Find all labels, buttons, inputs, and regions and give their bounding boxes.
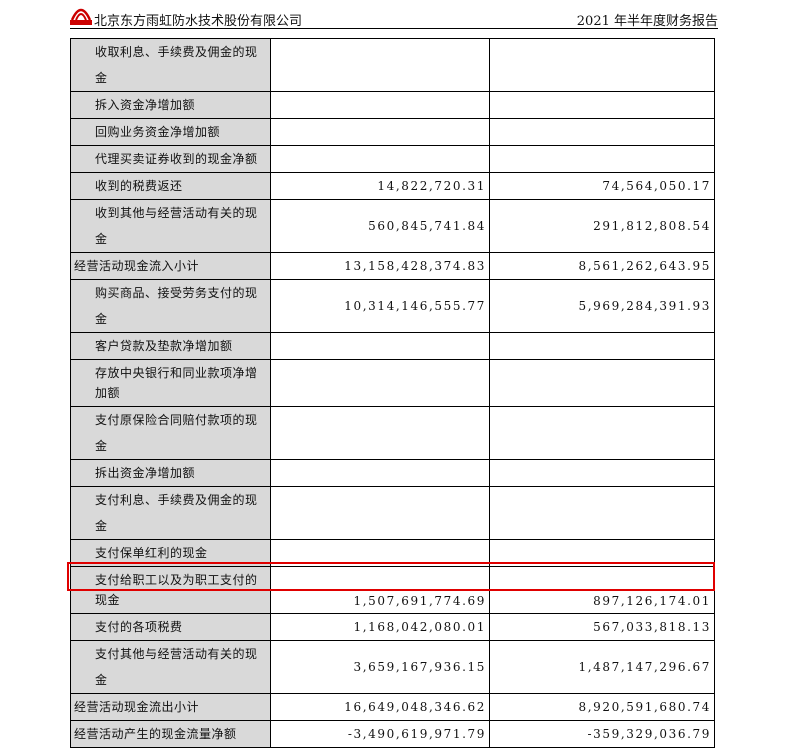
table-row: 存放中央银行和同业款项净增加额 [70,359,715,407]
row-label: 存放中央银行和同业款项净增加额 [70,359,271,407]
row-label: 支付利息、手续费及佣金的现金 [70,486,271,540]
row-label: 支付其他与经营活动有关的现金 [70,640,271,694]
prior-period-value [489,91,715,119]
cash-flow-table: 收取利息、手续费及佣金的现金 拆入资金净增加额 回购业务资金净增加额 代理买卖证券收到… [70,38,715,748]
prior-period-value: -359,329,036.79 [489,720,715,748]
row-label: 收取利息、手续费及佣金的现金 [70,38,271,92]
current-period-value [270,406,490,460]
current-period-value [270,459,490,487]
row-label: 购买商品、接受劳务支付的现金 [70,279,271,333]
table-row: 购买商品、接受劳务支付的现金 10,314,146,555.77 5,969,284… [70,279,715,333]
current-period-value: 14,822,720.31 [270,172,490,200]
current-period-value [270,118,490,146]
prior-period-value [489,118,715,146]
company-name: 北京东方雨虹防水技术股份有限公司 [94,14,303,29]
table-row: 回购业务资金净增加额 [70,118,715,146]
table-row: 拆入资金净增加额 [70,91,715,119]
table-row: 经营活动产生的现金流量净额 -3,490,619,971.79 -359,329,0… [70,720,715,748]
report-title: 2021 年半年度财务报告 [576,14,718,29]
prior-period-value: 1,487,147,296.67 [489,640,715,694]
current-period-value: 1,168,042,080.01 [270,613,490,641]
table-row: 支付原保险合同赔付款项的现金 [70,406,715,460]
prior-period-value [489,359,715,407]
row-label: 经营活动现金流入小计 [70,252,271,280]
table-row: 收取利息、手续费及佣金的现金 [70,38,715,92]
current-period-value: -3,490,619,971.79 [270,720,490,748]
current-period-value: 13,158,428,374.83 [270,252,490,280]
row-label: 拆出资金净增加额 [70,459,271,487]
highlight-box [67,562,715,591]
prior-period-value: 8,561,262,643.95 [489,252,715,280]
row-label: 支付原保险合同赔付款项的现金 [70,406,271,460]
row-label: 代理买卖证券收到的现金净额 [70,145,271,173]
table-row: 支付利息、手续费及佣金的现金 [70,486,715,540]
row-label: 收到的税费返还 [70,172,271,200]
current-period-value [270,38,490,92]
row-label: 客户贷款及垫款净增加额 [70,332,271,360]
row-label: 拆入资金净增加额 [70,91,271,119]
prior-period-value [489,332,715,360]
current-period-value: 560,845,741.84 [270,199,490,253]
company-logo [70,8,92,25]
table-row: 经营活动现金流入小计 13,158,428,374.83 8,561,262,643… [70,252,715,280]
table-row: 支付其他与经营活动有关的现金 3,659,167,936.15 1,487,147,… [70,640,715,694]
page-header: 北京东方雨虹防水技术股份有限公司 2021 年半年度财务报告 [70,0,718,29]
table-row: 收到其他与经营活动有关的现金 560,845,741.84 291,812,808.… [70,199,715,253]
prior-period-value [489,486,715,540]
prior-period-value: 567,033,818.13 [489,613,715,641]
prior-period-value [489,38,715,92]
prior-period-value: 5,969,284,391.93 [489,279,715,333]
current-period-value [270,145,490,173]
current-period-value [270,359,490,407]
current-period-value [270,332,490,360]
prior-period-value [489,459,715,487]
table-row: 客户贷款及垫款净增加额 [70,332,715,360]
current-period-value: 16,649,048,346.62 [270,693,490,721]
prior-period-value: 291,812,808.54 [489,199,715,253]
table-row: 支付的各项税费 1,168,042,080.01 567,033,818.13 [70,613,715,641]
row-label: 收到其他与经营活动有关的现金 [70,199,271,253]
current-period-value: 10,314,146,555.77 [270,279,490,333]
row-label: 经营活动产生的现金流量净额 [70,720,271,748]
prior-period-value: 74,564,050.17 [489,172,715,200]
current-period-value [270,91,490,119]
row-label: 支付的各项税费 [70,613,271,641]
prior-period-value: 8,920,591,680.74 [489,693,715,721]
table-row: 收到的税费返还 14,822,720.31 74,564,050.17 [70,172,715,200]
current-period-value [270,486,490,540]
current-period-value: 3,659,167,936.15 [270,640,490,694]
row-label: 经营活动现金流出小计 [70,693,271,721]
row-label: 回购业务资金净增加额 [70,118,271,146]
table-row: 经营活动现金流出小计 16,649,048,346.62 8,920,591,680… [70,693,715,721]
table-row: 拆出资金净增加额 [70,459,715,487]
table-row: 代理买卖证券收到的现金净额 [70,145,715,173]
prior-period-value [489,406,715,460]
prior-period-value [489,145,715,173]
